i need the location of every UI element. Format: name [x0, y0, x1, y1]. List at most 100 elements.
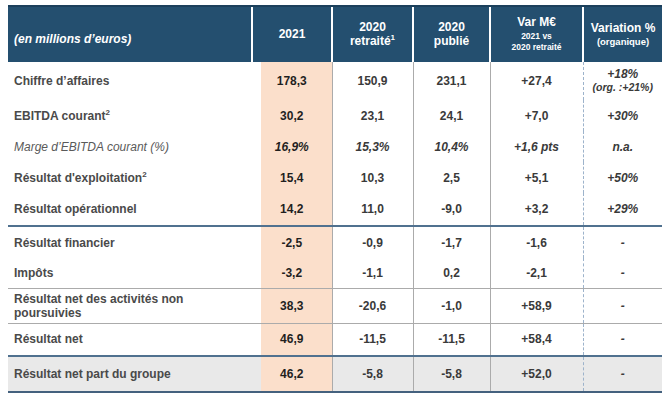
row-label-cell: Résultat net des activités non poursuivi…	[8, 288, 252, 323]
row-label-cell: Résultat net part du groupe	[8, 356, 252, 392]
value-var-me-cell: +58,4	[490, 323, 583, 356]
table-header-row: (en millions d’euros) 2021 2020 retraité…	[8, 6, 662, 62]
value-var-me-cell: +58,9	[490, 288, 583, 323]
value-2020-retraite-cell: -5,8	[332, 356, 413, 392]
row-label-cell: Chiffre d’affaires	[8, 62, 252, 100]
row-label: Impôts	[14, 266, 53, 280]
value-2021-cell: 178,3	[252, 62, 332, 100]
row-label: EBITDA courant	[14, 109, 106, 123]
table-row-impots: Impôts -3,2 -1,1 0,2 -2,1 -	[8, 258, 662, 288]
row-label: Résultat net des activités non poursuivi…	[14, 292, 183, 320]
footnote-superscript: 2	[142, 170, 146, 179]
financial-results-table: (en millions d’euros) 2021 2020 retraité…	[8, 5, 662, 393]
header-variation-cell: Variation % (organique)	[583, 6, 662, 62]
value-2021-cell: 46,9	[252, 323, 332, 356]
row-label-cell: Impôts	[8, 258, 252, 288]
value-variation-cell: n.a.	[583, 131, 662, 162]
value-variation-cell: -	[583, 226, 662, 258]
value-2021-cell: 15,4	[252, 162, 332, 193]
row-label-cell: Résultat net	[8, 323, 252, 356]
footnote-superscript: 2	[106, 108, 110, 117]
header-2020-publie-cell: 2020 publié	[413, 6, 490, 62]
value-2021-cell: 38,3	[252, 288, 332, 323]
value-2021-cell: 14,2	[252, 193, 332, 226]
value-variation-cell: -	[583, 323, 662, 356]
row-label: Chiffre d’affaires	[14, 74, 109, 88]
row-label: Résultat d'exploitation	[14, 171, 142, 185]
table-row-resultat-exploitation: Résultat d'exploitation2 15,4 10,3 2,5 +…	[8, 162, 662, 193]
value-2020-publie-cell: -1,0	[413, 288, 490, 323]
financial-results-page: (en millions d’euros) 2021 2020 retraité…	[0, 0, 670, 400]
value-2020-publie-cell: 24,1	[413, 100, 490, 131]
header-2021-cell: 2021	[252, 6, 332, 62]
value-var-me-cell: +5,1	[490, 162, 583, 193]
row-label: Résultat opérationnel	[14, 202, 137, 216]
table-row-ebitda-courant: EBITDA courant2 30,2 23,1 24,1 +7,0 +30%	[8, 100, 662, 131]
value-2020-retraite-cell: 11,0	[332, 193, 413, 226]
value-var-me-cell: +3,2	[490, 193, 583, 226]
value-2021-cell: 46,2	[252, 356, 332, 392]
value-2020-retraite-cell: -11,5	[332, 323, 413, 356]
value-2021-cell: 30,2	[252, 100, 332, 131]
value-var-me-cell: -2,1	[490, 258, 583, 288]
header-2020-publie-line1: 2020	[414, 21, 489, 35]
value-2020-publie-cell: 10,4%	[413, 131, 490, 162]
row-label: Résultat financier	[14, 236, 115, 250]
row-label: Résultat net part du groupe	[14, 367, 171, 381]
value-variation-cell: -	[583, 288, 662, 323]
footnote-superscript: 1	[391, 33, 395, 42]
value-var-me-cell: +27,4	[490, 62, 583, 100]
header-variation-sub: (organique)	[584, 36, 662, 47]
header-variation-title: Variation %	[584, 22, 662, 36]
value-var-me-cell: -1,6	[490, 226, 583, 258]
value-2020-retraite-cell: 10,3	[332, 162, 413, 193]
variation-organic-note: (org. :+21%)	[584, 82, 663, 94]
value-var-me-cell: +7,0	[490, 100, 583, 131]
value-2021-cell: -3,2	[252, 258, 332, 288]
header-2020-retraite-line2: retraité	[350, 34, 391, 48]
table-row-resultat-net: Résultat net 46,9 -11,5 -11,5 +58,4 -	[8, 323, 662, 356]
row-label-cell: Résultat opérationnel	[8, 193, 252, 226]
value-variation-cell: -	[583, 356, 662, 392]
row-label: Marge d’EBITDA courant (%)	[14, 140, 169, 154]
value-2020-retraite-cell: 23,1	[332, 100, 413, 131]
value-2020-publie-cell: -5,8	[413, 356, 490, 392]
header-var-me-sub2: 2020 retraité	[491, 42, 582, 53]
value-2020-publie-cell: 231,1	[413, 62, 490, 100]
value-2020-retraite-cell: -1,1	[332, 258, 413, 288]
value-variation-cell: +50%	[583, 162, 662, 193]
value-2020-publie-cell: -11,5	[413, 323, 490, 356]
row-label: Résultat net	[14, 332, 83, 346]
value-2021-cell: 16,9%	[252, 131, 332, 162]
value-variation-cell: +18% (org. :+21%)	[583, 62, 662, 100]
value-2020-publie-cell: 2,5	[413, 162, 490, 193]
value-2021-cell: -2,5	[252, 226, 332, 258]
header-unit-cell: (en millions d’euros)	[8, 6, 252, 62]
header-2021-label: 2021	[279, 27, 306, 41]
row-label-cell: Marge d’EBITDA courant (%)	[8, 131, 252, 162]
header-var-me-cell: Var M€ 2021 vs 2020 retraité	[490, 6, 583, 62]
header-var-me-title: Var M€	[491, 16, 582, 30]
value-2020-retraite-cell: 150,9	[332, 62, 413, 100]
table-row-chiffre-affaires: Chiffre d’affaires 178,3 150,9 231,1 +27…	[8, 62, 662, 100]
unit-label: (en millions d’euros)	[14, 32, 131, 46]
value-variation-cell: +30%	[583, 100, 662, 131]
value-variation-cell: +29%	[583, 193, 662, 226]
header-2020-retraite-line1: 2020	[333, 21, 412, 35]
value-2020-retraite-cell: 15,3%	[332, 131, 413, 162]
table-row-resultat-operationnel: Résultat opérationnel 14,2 11,0 -9,0 +3,…	[8, 193, 662, 226]
value-var-me-cell: +52,0	[490, 356, 583, 392]
value-2020-publie-cell: -1,7	[413, 226, 490, 258]
row-label-cell: Résultat financier	[8, 226, 252, 258]
variation-value: +18%	[584, 68, 663, 82]
row-label-cell: Résultat d'exploitation2	[8, 162, 252, 193]
value-var-me-cell: +1,6 pts	[490, 131, 583, 162]
value-2020-retraite-cell: -20,6	[332, 288, 413, 323]
header-2020-publie-line2: publié	[414, 35, 489, 49]
value-variation-cell: -	[583, 258, 662, 288]
value-2020-publie-cell: -9,0	[413, 193, 490, 226]
table-row-resultat-financier: Résultat financier -2,5 -0,9 -1,7 -1,6 -	[8, 226, 662, 258]
table-row-resultat-net-activites-non-poursuivies: Résultat net des activités non poursuivi…	[8, 288, 662, 323]
value-2020-publie-cell: 0,2	[413, 258, 490, 288]
table-row-marge-ebitda: Marge d’EBITDA courant (%) 16,9% 15,3% 1…	[8, 131, 662, 162]
